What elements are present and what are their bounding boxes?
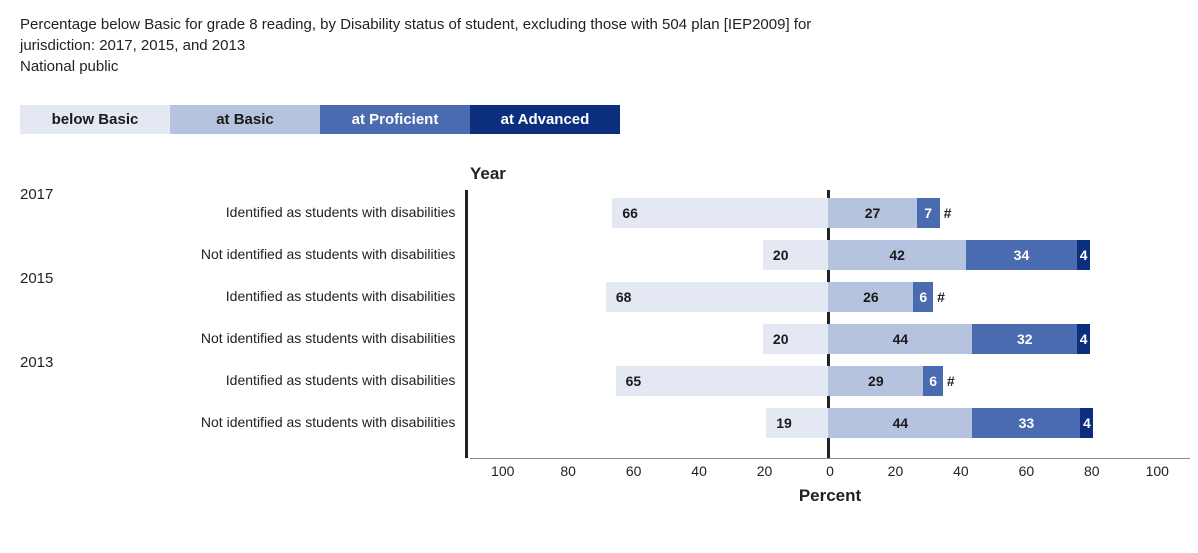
legend-item: at Proficient	[320, 105, 470, 134]
title-line-1: Percentage below Basic for grade 8 readi…	[20, 14, 1178, 35]
x-tick-label: 80	[560, 463, 576, 479]
segment-at-proficient: 32	[972, 324, 1077, 354]
segment-at-basic: 42	[828, 240, 965, 270]
bar-row: 66 27 7 #	[468, 198, 1178, 228]
segment-value: 7	[924, 205, 932, 221]
x-tick-label: 60	[1019, 463, 1035, 479]
year-label: 2017	[20, 186, 53, 203]
segment-value: 66	[622, 205, 638, 221]
x-axis: 100 80 60 40 20 0 20 40 60 80 100	[470, 458, 1190, 480]
segment-below-basic: 68	[606, 282, 829, 312]
segment-below-basic: 66	[612, 198, 828, 228]
segment-value: 33	[1019, 415, 1035, 431]
segment-value: 65	[626, 373, 642, 389]
segment-value: 32	[1017, 331, 1033, 347]
segment-value: 19	[776, 415, 792, 431]
legend: below Basicat Basicat Proficientat Advan…	[20, 105, 1178, 134]
segment-value: 27	[865, 205, 881, 221]
segment-value: 34	[1014, 247, 1030, 263]
segment-value: 4	[1080, 331, 1088, 347]
segment-at-basic: 44	[828, 324, 972, 354]
x-tick-label: 60	[626, 463, 642, 479]
segment-value: 29	[868, 373, 884, 389]
segment-value: 20	[773, 331, 789, 347]
x-tick-label: 40	[953, 463, 969, 479]
x-axis-title: Percent	[470, 486, 1190, 506]
segment-value: 4	[1083, 415, 1091, 431]
year-label: 2015	[20, 270, 53, 287]
plot-area: 66 27 7 #20 42 34 4 68 26 6 #20 44 32 4 65 29 6 #19 44 33 4	[465, 190, 1178, 458]
segment-value-outside: #	[937, 282, 945, 312]
title-line-2: jurisdiction: 2017, 2015, and 2013	[20, 35, 1178, 56]
row-label: Not identified as students with disabili…	[25, 330, 455, 346]
bar-row: 19 44 33 4	[468, 408, 1178, 438]
segment-value: 68	[616, 289, 632, 305]
segment-value-outside: #	[944, 198, 952, 228]
segment-at-basic: 44	[828, 408, 972, 438]
segment-value-outside: #	[947, 366, 955, 396]
segment-value: 44	[893, 415, 909, 431]
segment-below-basic: 20	[763, 324, 828, 354]
segment-at-advanced: 4	[1080, 408, 1093, 438]
segment-at-basic: 26	[828, 282, 913, 312]
segment-below-basic: 20	[763, 240, 828, 270]
segment-at-proficient: 6	[913, 282, 933, 312]
x-tick-label: 20	[888, 463, 904, 479]
chart-title: Percentage below Basic for grade 8 readi…	[20, 14, 1178, 77]
segment-value: 6	[919, 289, 927, 305]
segment-at-advanced: 4	[1077, 240, 1090, 270]
segment-value: 42	[889, 247, 905, 263]
bar-row: 68 26 6 #	[468, 282, 1178, 312]
segment-value: 20	[773, 247, 789, 263]
segment-value: 4	[1080, 247, 1088, 263]
y-axis-title: Year	[20, 164, 1178, 184]
segment-at-proficient: 33	[972, 408, 1080, 438]
year-label: 2013	[20, 354, 53, 371]
row-label: Not identified as students with disabili…	[25, 246, 455, 262]
legend-item: at Advanced	[470, 105, 620, 134]
x-tick-label: 0	[826, 463, 834, 479]
x-tick-label: 40	[691, 463, 707, 479]
segment-at-proficient: 7	[917, 198, 940, 228]
segment-at-basic: 29	[828, 366, 923, 396]
bar-row: 20 44 32 4	[468, 324, 1178, 354]
segment-at-proficient: 34	[966, 240, 1077, 270]
title-line-3: National public	[20, 56, 1178, 77]
segment-at-proficient: 6	[923, 366, 943, 396]
x-tick-label: 20	[757, 463, 773, 479]
x-tick-label: 80	[1084, 463, 1100, 479]
row-label: Not identified as students with disabili…	[25, 414, 455, 430]
legend-item: at Basic	[170, 105, 320, 134]
bar-row: 20 42 34 4	[468, 240, 1178, 270]
segment-value: 6	[929, 373, 937, 389]
bar-row: 65 29 6 #	[468, 366, 1178, 396]
legend-item: below Basic	[20, 105, 170, 134]
x-tick-label: 100	[1146, 463, 1169, 479]
segment-at-basic: 27	[828, 198, 916, 228]
row-label: Identified as students with disabilities	[25, 372, 455, 388]
segment-below-basic: 65	[616, 366, 829, 396]
segment-value: 26	[863, 289, 879, 305]
segment-value: 44	[893, 331, 909, 347]
y-labels: 2017Identified as students with disabili…	[20, 190, 465, 458]
chart-area: 2017Identified as students with disabili…	[20, 190, 1178, 458]
segment-below-basic: 19	[766, 408, 828, 438]
segment-at-advanced: 4	[1077, 324, 1090, 354]
row-label: Identified as students with disabilities	[25, 204, 455, 220]
row-label: Identified as students with disabilities	[25, 288, 455, 304]
x-tick-label: 100	[491, 463, 514, 479]
